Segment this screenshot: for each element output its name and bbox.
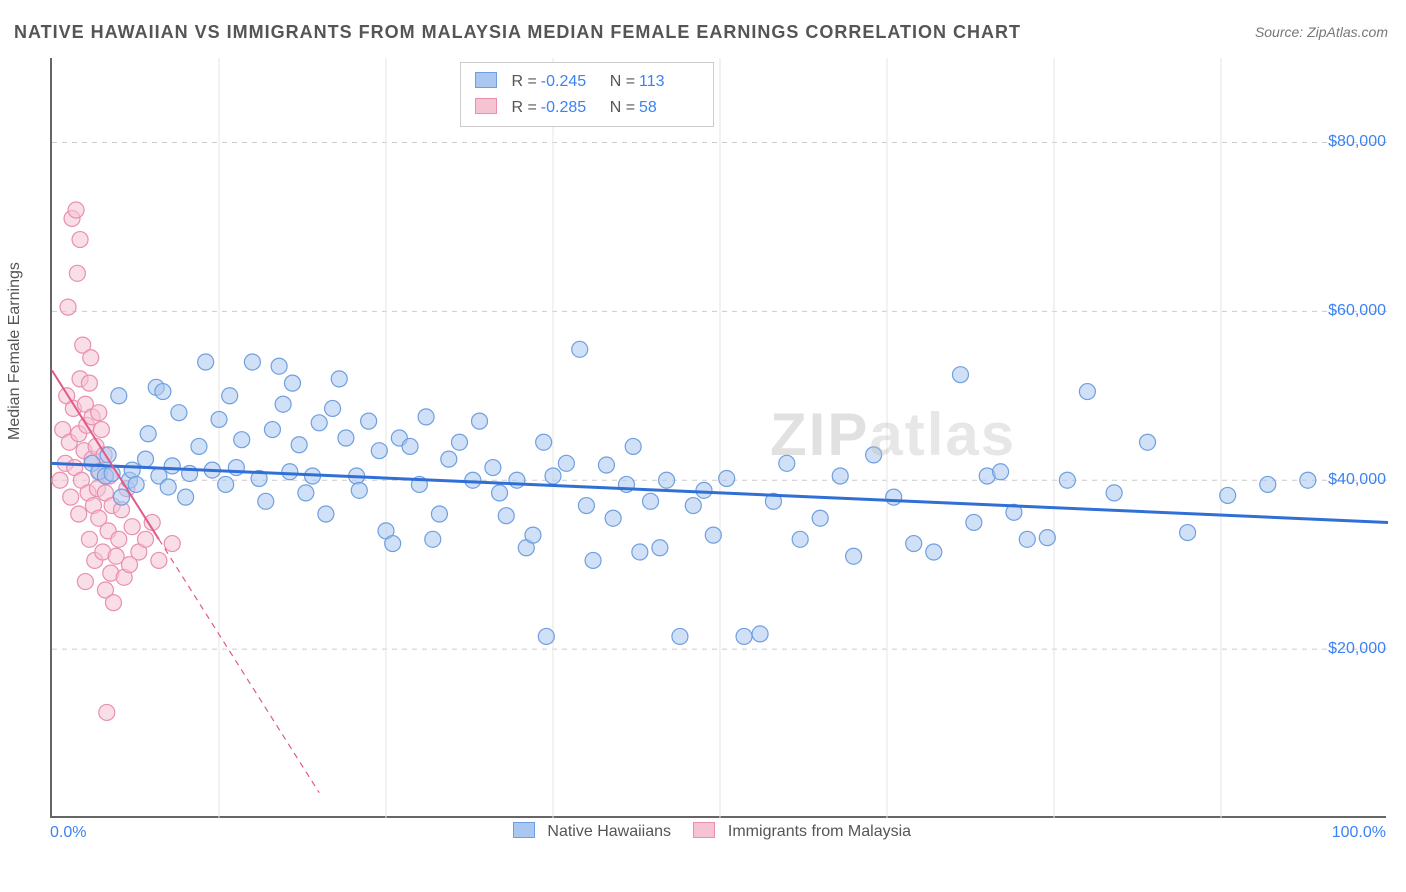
stats-row-1: R =-0.245 N =113 — [475, 69, 699, 95]
y-tick-label: $60,000 — [1328, 302, 1386, 320]
legend-swatch-blue — [475, 72, 497, 88]
chart-svg — [52, 58, 1386, 816]
y-tick-label: $40,000 — [1328, 471, 1386, 489]
n-value-1: 113 — [639, 69, 699, 95]
n-value-2: 58 — [639, 95, 699, 121]
source-label: Source: ZipAtlas.com — [1255, 24, 1388, 40]
legend-swatch-blue — [513, 822, 535, 838]
chart-title: NATIVE HAWAIIAN VS IMMIGRANTS FROM MALAY… — [14, 22, 1021, 43]
y-tick-label: $80,000 — [1328, 133, 1386, 151]
legend-label-1: Native Hawaiians — [547, 823, 671, 840]
series-legend: Native Hawaiians Immigrants from Malaysi… — [0, 822, 1406, 841]
stats-legend: R =-0.245 N =113 R =-0.285 N =58 — [460, 62, 714, 127]
r-value-1: -0.245 — [541, 69, 601, 95]
stats-row-2: R =-0.285 N =58 — [475, 95, 699, 121]
plot-area — [50, 58, 1386, 818]
chart-container: NATIVE HAWAIIAN VS IMMIGRANTS FROM MALAY… — [0, 0, 1406, 892]
y-axis-label: Median Female Earnings — [6, 262, 24, 440]
y-tick-label: $20,000 — [1328, 640, 1386, 658]
legend-label-2: Immigrants from Malaysia — [728, 823, 911, 840]
r-value-2: -0.285 — [541, 95, 601, 121]
legend-swatch-pink — [475, 98, 497, 114]
legend-swatch-pink — [693, 822, 715, 838]
